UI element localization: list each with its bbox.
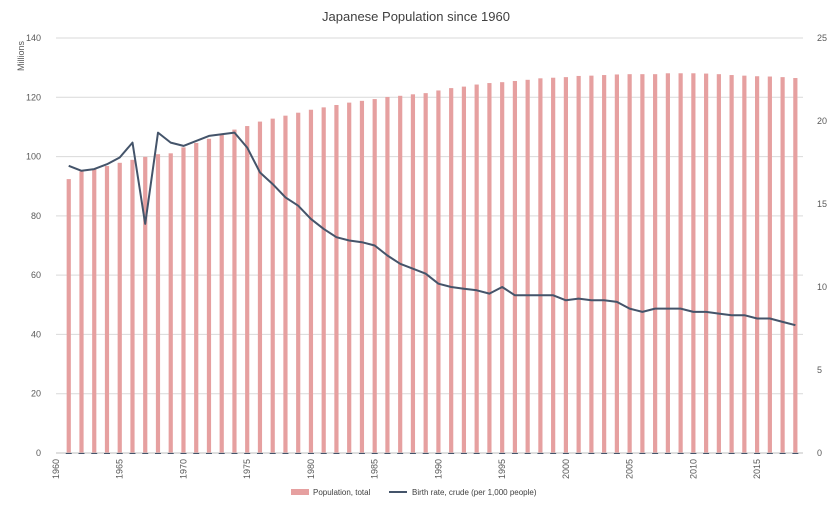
x-tick-label: 1995: [497, 459, 507, 479]
y-tick-label: 0: [36, 448, 41, 458]
population-bar: [296, 112, 301, 453]
population-bar: [143, 156, 148, 453]
population-bar: [334, 104, 339, 453]
population-bar: [66, 179, 71, 453]
population-bar: [538, 78, 543, 454]
population-bar: [283, 115, 288, 454]
x-tick-label: 2015: [752, 459, 762, 479]
y-tick-label: 40: [31, 329, 41, 339]
y2-tick-label: 25: [817, 33, 827, 43]
population-bar: [461, 86, 467, 453]
population-bar: [245, 126, 250, 454]
population-bar: [755, 76, 760, 453]
population-bar: [257, 121, 263, 453]
x-tick-label: 1965: [115, 459, 125, 479]
population-bar: [551, 77, 556, 453]
population-bar: [117, 162, 122, 453]
population-bar: [206, 138, 212, 454]
y2-tick-label: 15: [817, 199, 827, 209]
y-tick-label: 120: [26, 92, 41, 102]
axes: 0 20 40 60 80 100 120 140 0 5 10 15 20 25 1960 1965 1970…: [26, 33, 827, 479]
population-bar: [130, 159, 135, 453]
population-bar: [716, 74, 721, 454]
birth-rate-line-layer: [68, 131, 796, 327]
legend: Population, total Birth rate, crude (per …: [291, 488, 537, 497]
legend-swatch-population: [291, 489, 309, 495]
population-bar: [359, 100, 365, 453]
population-bar: [308, 109, 314, 453]
population-bar: [627, 74, 632, 454]
chart-title: Japanese Population since 1960: [322, 9, 510, 24]
population-bar: [512, 80, 518, 453]
population-bar: [704, 73, 709, 454]
population-bar: [678, 73, 683, 454]
population-bar: [576, 75, 581, 453]
y-tick-label: 20: [31, 389, 41, 399]
population-bar: [347, 102, 352, 453]
population-bar: [104, 166, 110, 454]
y-tick-label: 60: [31, 270, 41, 280]
population-bar: [181, 147, 186, 453]
gridlines: [56, 37, 803, 395]
population-bar: [321, 107, 326, 453]
population-bar: [92, 169, 97, 453]
population-bar: [729, 75, 734, 453]
y2-tick-label: 10: [817, 282, 827, 292]
y-tick-label: 100: [26, 152, 41, 162]
x-tick-label: 2005: [625, 459, 635, 479]
legend-label-birth-rate: Birth rate, crude (per 1,000 people): [412, 488, 537, 497]
population-bar: [194, 142, 199, 453]
population-bar: [474, 84, 479, 454]
x-tick-label: 1990: [433, 459, 443, 479]
x-tick-label: 1985: [370, 459, 380, 479]
y-axis-title: Millions: [16, 41, 26, 72]
population-bar: [602, 75, 607, 453]
population-bar: [500, 82, 505, 454]
x-tick-label: 2010: [688, 459, 698, 479]
birth-rate-line: [68, 131, 796, 327]
population-bar: [219, 134, 224, 454]
population-bar: [691, 73, 696, 454]
population-bar: [525, 79, 530, 454]
population-bar: [372, 99, 377, 454]
population-bar: [385, 96, 390, 453]
y2-tick-label: 0: [817, 448, 822, 458]
population-bar: [168, 153, 173, 453]
population-bar: [780, 77, 785, 453]
population-bar: [589, 75, 594, 454]
x-tick-label: 1970: [178, 459, 188, 479]
legend-label-population: Population, total: [313, 488, 371, 497]
population-bar: [270, 118, 275, 453]
x-tick-label: 1975: [242, 459, 252, 479]
population-bar: [665, 73, 670, 454]
population-bar: [563, 77, 568, 453]
population-bar: [793, 78, 798, 454]
population-bar: [398, 95, 403, 453]
y2-tick-label: 20: [817, 116, 827, 126]
population-bar: [410, 94, 416, 454]
population-bar: [653, 74, 658, 454]
population-bar: [449, 88, 454, 453]
y2-tick-label: 5: [817, 365, 822, 375]
population-bar: [767, 76, 772, 454]
population-bars: [66, 73, 798, 454]
y-tick-label: 140: [26, 33, 41, 43]
population-bar: [640, 74, 645, 454]
population-bar: [155, 154, 161, 453]
population-bar: [487, 83, 492, 454]
x-tick-label: 1960: [51, 459, 61, 479]
population-bar: [79, 171, 84, 453]
x-tick-label: 1980: [306, 459, 316, 479]
population-bar: [436, 90, 441, 453]
population-bar: [232, 129, 237, 453]
population-bar: [742, 75, 747, 454]
population-bar: [614, 74, 619, 453]
y-tick-label: 80: [31, 211, 41, 221]
x-tick-label: 2000: [561, 459, 571, 479]
